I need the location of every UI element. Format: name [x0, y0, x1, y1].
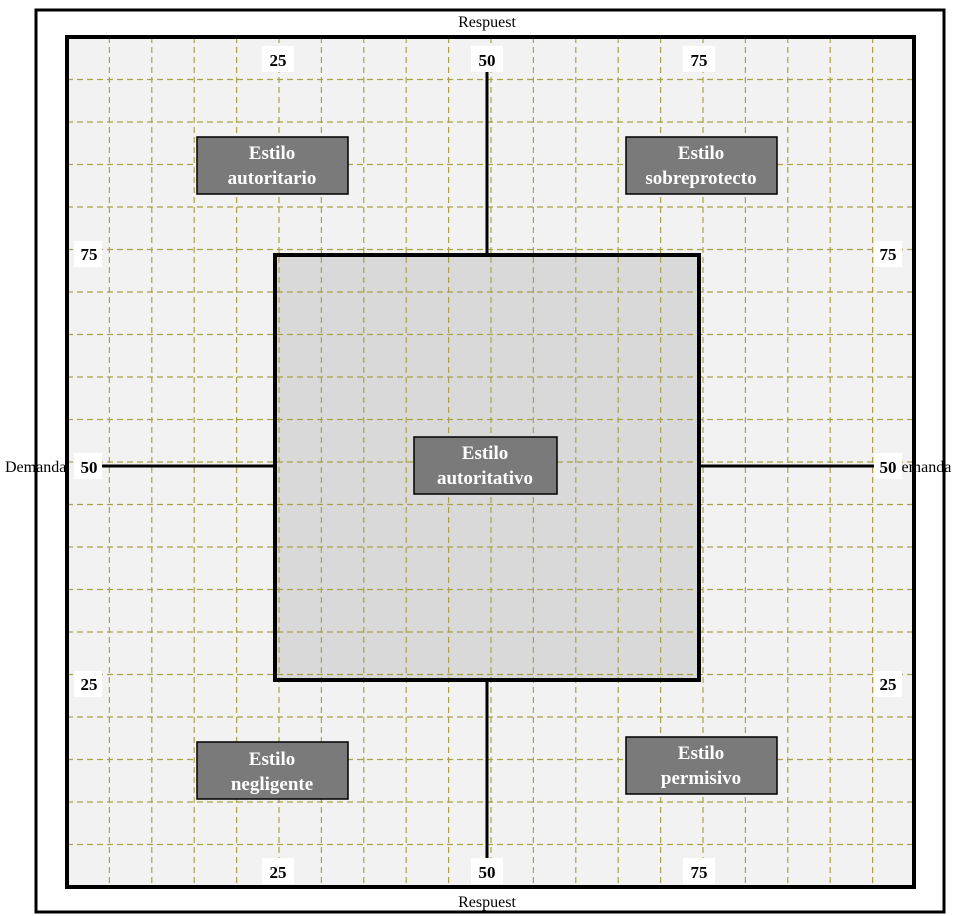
plot-border — [65, 35, 916, 889]
tick-left-75: 75 — [81, 245, 98, 264]
tick-bottom-75: 75 — [691, 863, 708, 882]
tick-right-50: 50 — [880, 458, 897, 477]
tick-right-25: 25 — [880, 675, 897, 694]
style-authoritarian-line1: Estilo — [249, 143, 295, 164]
tick-top-25: 25 — [270, 51, 287, 70]
axis-title-bottom: Respuest — [458, 894, 516, 911]
style-overprotective-line1: Estilo — [678, 143, 724, 164]
tick-bottom-75-bg — [683, 858, 715, 884]
style-box-neglectful: Estilo negligente — [196, 741, 349, 800]
style-neglectful-line1: Estilo — [249, 749, 295, 770]
style-permissive-line1: Estilo — [678, 743, 724, 764]
tick-left-25-bg — [74, 671, 102, 697]
tick-top-75-bg — [683, 46, 715, 72]
tick-bottom-50-bg — [471, 858, 503, 884]
style-box-authoritarian: Estilo autoritario — [196, 136, 349, 195]
axis-title-left: Demanda — [5, 459, 66, 476]
tick-left-50-bg — [74, 453, 102, 479]
tick-top-75: 75 — [691, 51, 708, 70]
style-neglectful-line2: negligente — [231, 774, 313, 795]
tick-top-50: 50 — [479, 51, 496, 70]
style-box-permissive: Estilo permisivo — [625, 736, 778, 795]
axis-title-right: Demanda — [890, 459, 951, 476]
tick-left-25: 25 — [81, 675, 98, 694]
tick-bottom-25-bg — [262, 858, 294, 884]
tick-left-75-bg — [74, 241, 102, 267]
style-box-authoritative: Estilo autoritativo — [413, 436, 558, 495]
tick-top-25-bg — [262, 46, 294, 72]
style-box-overprotective: Estilo sobreprotecto — [625, 136, 778, 195]
tick-bottom-25: 25 — [270, 863, 287, 882]
tick-right-75-bg — [874, 241, 902, 267]
style-authoritative-line1: Estilo — [462, 443, 508, 464]
tick-top-50-bg — [471, 46, 503, 72]
style-overprotective-line2: sobreprotecto — [645, 168, 756, 189]
tick-right-75: 75 — [880, 245, 897, 264]
tick-left-50: 50 — [81, 458, 98, 477]
style-permissive-line2: permisivo — [661, 768, 741, 789]
tick-bottom-50: 50 — [479, 863, 496, 882]
style-authoritative-line2: autoritativo — [437, 468, 533, 489]
tick-right-25-bg — [874, 671, 902, 697]
axis-title-top: Respuest — [458, 14, 516, 31]
style-authoritarian-line2: autoritario — [228, 168, 317, 189]
tick-right-50-bg — [874, 453, 902, 479]
